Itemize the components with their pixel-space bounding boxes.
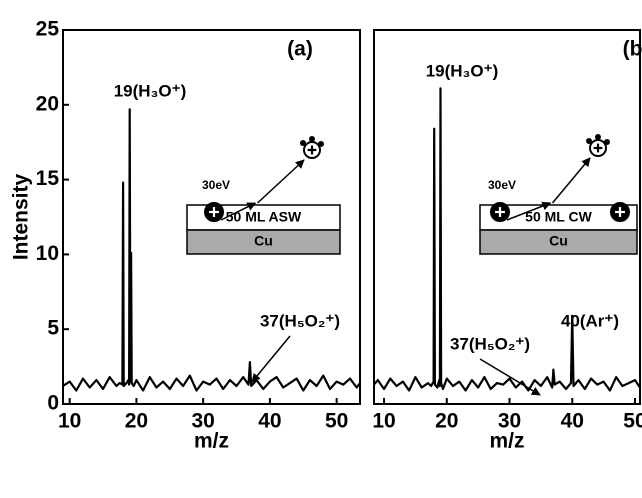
x-axis-label: m/z	[489, 430, 524, 453]
atom-dot	[318, 141, 324, 147]
x-tick-label: 10	[58, 410, 81, 433]
substrate-label: Cu	[549, 233, 568, 249]
peak-annotation: 40(Ar⁺)	[561, 311, 619, 330]
incident-arrow	[506, 201, 552, 221]
annotation-arrow	[251, 335, 291, 383]
y-tick-label: 10	[36, 242, 59, 265]
panel-label: (a)	[287, 38, 313, 61]
plot-frame	[62, 29, 361, 405]
y-tick-label: 0	[47, 392, 59, 415]
y-tick-label: 5	[47, 317, 59, 340]
energy-label: 30eV	[488, 178, 516, 192]
substrate-label: Cu	[254, 233, 273, 249]
x-tick-label: 30	[191, 410, 214, 433]
x-tick-label: 20	[435, 410, 458, 433]
x-tick-label: 40	[258, 410, 281, 433]
spectrum-line	[63, 108, 360, 392]
film-label: 50 ML CW	[525, 209, 592, 225]
x-tick-label: 10	[372, 410, 395, 433]
x-tick-label: 40	[561, 410, 584, 433]
peak-annotation: 37(H₅O₂⁺)	[450, 334, 530, 353]
x-axis-label: m/z	[194, 430, 229, 453]
emission-arrow	[256, 159, 305, 204]
annotation-arrow	[479, 358, 541, 396]
spectrum-line	[374, 87, 640, 392]
y-tick-label: 25	[36, 18, 60, 41]
y-tick-label: 15	[36, 167, 60, 190]
atom-dot	[300, 140, 306, 146]
y-tick-label: 20	[36, 92, 59, 115]
y-axis-label: Intensity	[10, 174, 33, 261]
peak-annotation: 37(H₅O₂⁺)	[260, 311, 340, 330]
atom-dot	[309, 136, 315, 142]
incident-arrow	[220, 202, 257, 221]
x-tick-label: 50	[325, 410, 348, 433]
atom-dot	[604, 139, 610, 145]
peak-annotation: 19(H₃O⁺)	[426, 61, 499, 80]
substrate-layer	[479, 229, 638, 255]
emission-arrow	[551, 157, 591, 204]
film-label: 50 ML ASW	[226, 209, 302, 225]
plot-frame	[373, 29, 641, 405]
substrate-layer	[186, 229, 341, 255]
peak-annotation: 19(H₃O⁺)	[114, 81, 187, 100]
energy-label: 30eV	[202, 178, 230, 192]
atom-dot	[586, 138, 592, 144]
x-tick-label: 50	[623, 410, 642, 433]
x-tick-label: 30	[498, 410, 521, 433]
x-tick-label: 20	[125, 410, 148, 433]
atom-dot	[595, 134, 601, 140]
panel-label: (b)	[623, 38, 642, 61]
